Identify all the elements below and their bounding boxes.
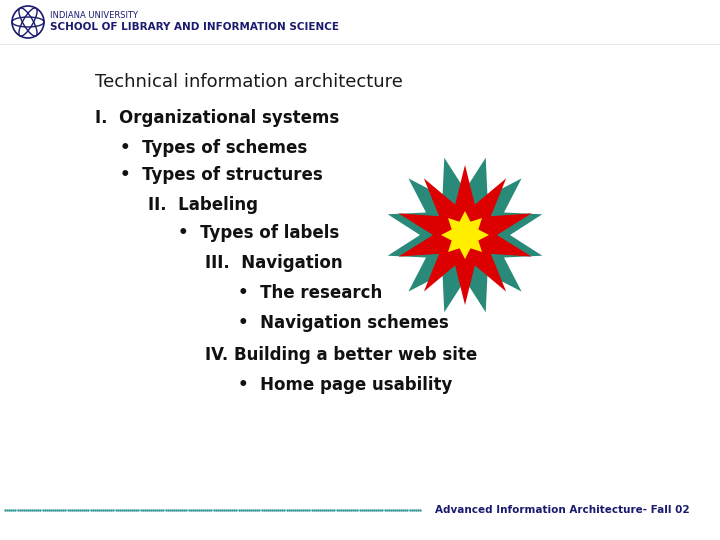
Polygon shape [441,211,489,259]
Polygon shape [398,165,531,305]
Text: •  Navigation schemes: • Navigation schemes [238,314,449,332]
Text: •  Types of labels: • Types of labels [178,224,339,242]
Text: IV. Building a better web site: IV. Building a better web site [205,346,477,364]
Text: Technical information architecture: Technical information architecture [95,73,403,91]
Text: I.  Organizational systems: I. Organizational systems [95,109,339,127]
Text: III.  Navigation: III. Navigation [205,254,343,272]
Text: •  The research: • The research [238,284,382,302]
Text: •  Types of structures: • Types of structures [120,166,323,184]
Text: SCHOOL OF LIBRARY AND INFORMATION SCIENCE: SCHOOL OF LIBRARY AND INFORMATION SCIENC… [50,22,339,32]
Polygon shape [388,158,542,312]
Text: •  Types of schemes: • Types of schemes [120,139,307,157]
Text: •  Home page usability: • Home page usability [238,376,452,394]
Text: INDIANA UNIVERSITY: INDIANA UNIVERSITY [50,11,138,21]
Text: II.  Labeling: II. Labeling [148,196,258,214]
Text: Advanced Information Architecture- Fall 02: Advanced Information Architecture- Fall … [435,505,690,515]
